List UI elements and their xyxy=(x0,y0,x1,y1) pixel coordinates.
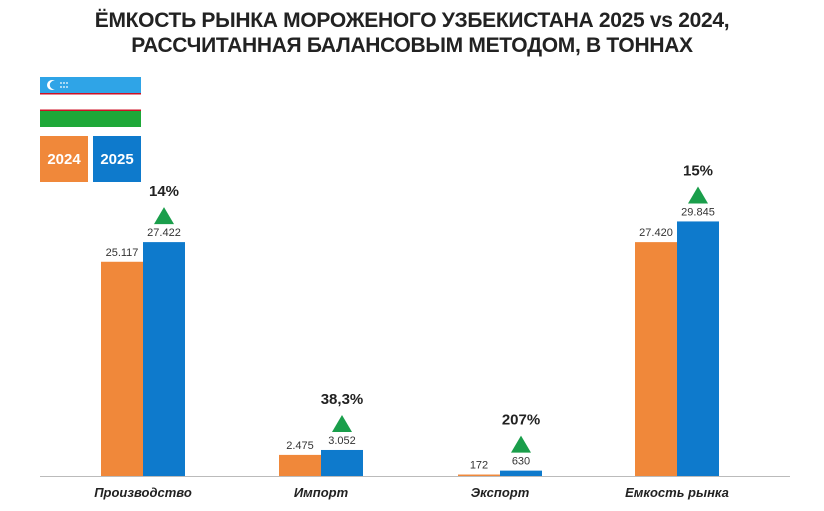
data-label-2024-1: 25.117 xyxy=(106,247,139,259)
growth-arrow-icon-3 xyxy=(511,435,531,453)
data-label-2025-1: 27.422 xyxy=(147,227,181,239)
growth-arrow-icon-2 xyxy=(332,414,352,432)
bar-2024-4 xyxy=(635,242,677,476)
growth-arrow-icon-1 xyxy=(154,207,174,225)
legend-2025: 2025 xyxy=(93,136,141,182)
legend-label-2024: 2024 xyxy=(47,150,81,168)
title-line-1: ЁМКОСТЬ РЫНКА МОРОЖЕНОГО УЗБЕКИСТАНА 202… xyxy=(94,9,730,32)
data-label-2024-2: 2.475 xyxy=(286,440,314,452)
bar-2024-3 xyxy=(458,474,500,476)
growth-arrow-icon-4 xyxy=(688,186,708,204)
growth-label-3: 207% xyxy=(502,412,540,429)
category-label-3: Экспорт xyxy=(471,485,530,500)
category-label-4: Емкость рынка xyxy=(625,485,729,500)
growth-label-2: 38,3% xyxy=(321,391,364,408)
bar-2024-1 xyxy=(101,261,143,476)
data-label-2025-4: 29.845 xyxy=(681,206,715,218)
data-label-2024-3: 172 xyxy=(470,460,488,472)
legend-label-2025: 2025 xyxy=(100,150,134,168)
data-label-2025-2: 3.052 xyxy=(328,435,356,447)
chart-title: ЁМКОСТЬ РЫНКА МОРОЖЕНОГО УЗБЕКИСТАНА 202… xyxy=(0,8,824,58)
bar-2025-3 xyxy=(500,470,542,476)
title-line-2: РАССЧИТАННАЯ БАЛАНСОВЫМ МЕТОДОМ, В ТОННА… xyxy=(131,34,693,57)
bar-2025-1 xyxy=(143,242,185,476)
bar-2025-2 xyxy=(321,449,363,476)
growth-label-4: 15% xyxy=(683,162,713,179)
growth-label-1: 14% xyxy=(149,183,179,200)
data-label-2024-4: 27.420 xyxy=(639,227,673,239)
category-label-2: Импорт xyxy=(294,485,349,500)
bar-2024-2 xyxy=(279,454,321,476)
uzbekistan-flag-icon xyxy=(40,77,141,127)
bar-2025-4 xyxy=(677,221,719,476)
legend-2024: 2024 xyxy=(40,136,88,182)
data-label-2025-3: 630 xyxy=(512,456,530,468)
category-label-1: Производство xyxy=(94,485,192,500)
